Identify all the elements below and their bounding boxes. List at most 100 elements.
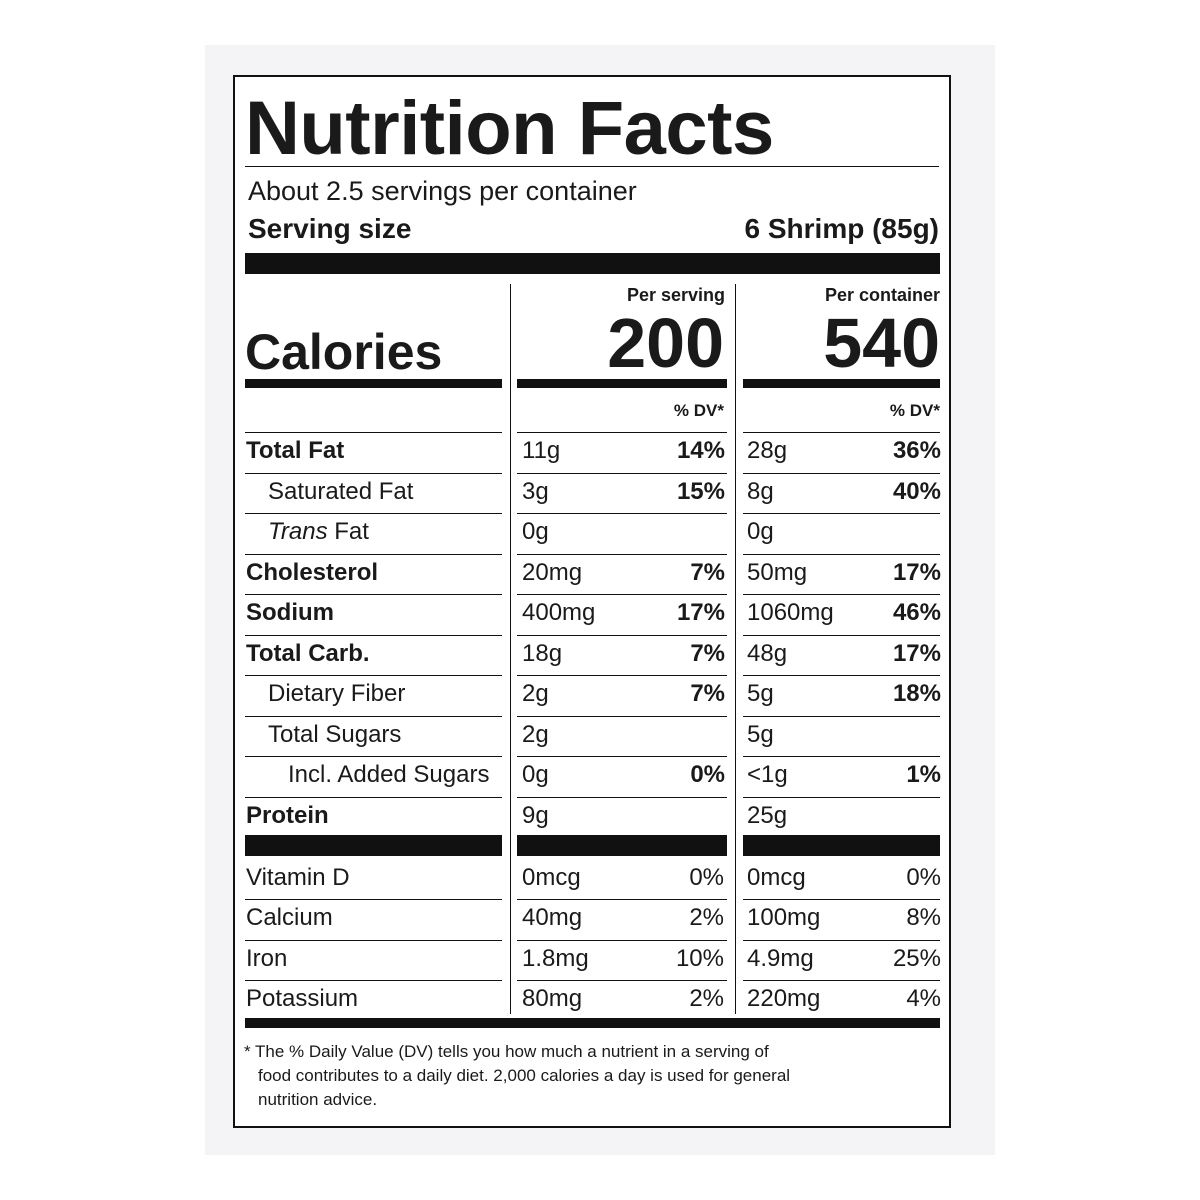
row-divider [517,553,727,555]
thick-divider [743,835,940,856]
container-amount: 4.9mg [747,944,814,972]
dv-header-serving: % DV* [673,401,724,420]
serving-amount: 11g [522,437,561,464]
row-divider [245,675,502,676]
serving-dv: 15% [676,477,725,505]
row-divider [743,715,940,717]
container-amount: 50mg [747,558,808,586]
nutrient-label-text: Sodium [246,599,334,626]
serving-amount: 0g [522,761,549,788]
serving-size-value: 6 Shrimp (85g) [744,213,939,244]
row-divider [245,472,502,474]
row-divider [517,899,727,901]
row-divider [517,939,727,941]
container-amount: 5g [747,680,774,707]
row-divider [245,513,502,514]
vitamin-label: Iron [246,944,288,972]
serving-amount: 0mcg [522,864,581,891]
column-divider [510,284,511,1014]
nutrient-label-text: Cholesterol [246,558,379,586]
container-amount: 25g [747,801,788,829]
nutrient-label-text: Total Sugars [268,720,402,748]
row-divider [743,594,940,595]
nutrient-label-text: Total Carb. [246,639,370,667]
serving-dv: 0% [689,864,724,891]
calories-bar [517,379,727,388]
serving-amount: 2g [522,680,549,707]
serving-amount: 400mg [522,599,596,626]
row-divider [245,939,502,941]
container-amount: 48g [747,639,788,667]
nutrient-label: Sodium [246,598,334,628]
per-serving-header: Per serving [626,285,725,305]
container-dv: 40% [892,477,941,505]
thick-divider [245,835,502,856]
row-divider [517,715,727,717]
container-dv: 17% [892,558,941,586]
serving-dv: 17% [676,599,725,626]
row-divider [517,634,727,636]
row-divider [743,432,940,433]
row-divider [517,796,727,798]
row-divider [245,796,502,798]
row-divider [245,899,502,901]
row-divider [743,472,940,474]
container-amount: 5g [747,720,774,748]
container-dv: 1% [906,761,941,788]
row-divider [517,513,727,514]
nutrient-label: Incl. Added Sugars [288,760,489,790]
serving-amount: 80mg [522,984,583,1012]
serving-dv: 0% [690,761,725,788]
row-divider [743,899,940,901]
serving-amount: 0g [522,518,549,545]
nutrient-label-text: Dietary Fiber [268,680,406,707]
serving-amount: 1.8mg [522,944,589,972]
row-divider [743,675,940,676]
container-dv: 0% [906,864,941,891]
container-amount: <1g [747,761,788,788]
serving-amount: 18g [522,639,563,667]
vitamin-label: Potassium [246,984,359,1012]
container-amount: 8g [747,477,774,505]
serving-dv: 7% [690,639,725,667]
container-dv: 8% [906,904,941,932]
container-dv: 18% [892,680,941,707]
row-divider [245,432,502,433]
container-amount: 100mg [747,904,821,932]
thick-divider [245,253,940,274]
nutrient-label: Protein [246,801,329,831]
row-divider [743,939,940,941]
nutrition-facts-title: Nutrition Facts [245,86,774,171]
row-divider [517,594,727,595]
servings-per-container: About 2.5 servings per container [248,176,637,206]
per-container-header: Per container [824,285,940,305]
serving-dv: 2% [689,984,724,1012]
footnote: * The % Daily Value (DV) tells you how m… [244,1040,924,1112]
nutrient-label-text: Incl. Added Sugars [288,761,490,788]
nutrient-label-text: Total Fat [246,437,345,464]
container-amount: 28g [747,437,788,464]
serving-amount: 40mg [522,904,583,932]
footnote-line: * The % Daily Value (DV) tells you how m… [244,1042,769,1061]
row-divider [245,756,502,757]
calories-bar [245,379,502,388]
serving-size-label: Serving size [248,213,412,244]
vitamin-label: Vitamin D [246,864,350,891]
container-dv: 4% [906,984,941,1012]
row-divider [743,756,940,757]
row-divider [517,472,727,474]
nutrient-label: Cholesterol [246,558,378,588]
divider [245,166,939,167]
container-amount: 0g [747,518,774,545]
nutrient-label: Dietary Fiber [268,679,405,709]
serving-amount: 9g [522,801,549,829]
calories-per-container: 540 [823,304,940,382]
container-amount: 1060mg [747,599,834,626]
serving-amount: 3g [522,477,549,505]
row-divider [245,594,502,595]
nutrient-label: Total Sugars [268,720,401,750]
container-dv: 46% [892,599,941,626]
calories-bar [743,379,940,388]
serving-amount: 20mg [522,558,583,586]
serving-dv: 2% [689,904,724,932]
